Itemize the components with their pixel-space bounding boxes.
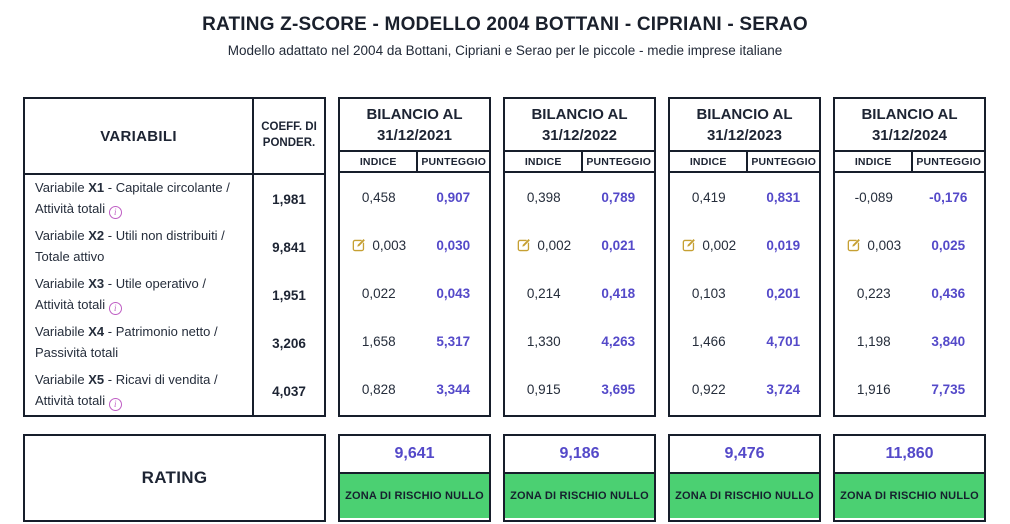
indice-header: INDICE	[835, 152, 914, 171]
year-header-2022: BILANCIO AL 31/12/2022	[505, 99, 654, 152]
variabili-header: VARIABILI	[100, 127, 177, 145]
coefficient-value: 1,951	[252, 271, 324, 319]
indice-cell: 0,828	[361, 381, 396, 397]
page-subtitle: Modello adattato nel 2004 da Bottani, Ci…	[227, 43, 783, 58]
punteggio-cell: 0,030	[436, 237, 471, 253]
table-row-x3: Variabile X3 - Utile operativo / Attivit…	[25, 271, 324, 319]
variable-label-x5: Variabile X5 - Ricavi di vendita / Attiv…	[35, 372, 218, 411]
edit-icon[interactable]	[681, 238, 696, 253]
risk-zone-badge: ZONA DI RISCHIO NULLO	[505, 474, 654, 518]
punteggio-cell: 0,831	[766, 189, 801, 205]
risk-zone-badge: ZONA DI RISCHIO NULLO	[340, 474, 489, 518]
indice-cell: 0,458	[361, 189, 396, 205]
punteggio-cell: 0,043	[436, 285, 471, 301]
rating-value: 11,860	[835, 436, 984, 474]
page-title: RATING Z-SCORE - MODELLO 2004 BOTTANI - …	[202, 14, 808, 35]
year-block-2021: BILANCIO AL 31/12/2021 INDICE PUNTEGGIO …	[338, 97, 491, 417]
info-icon[interactable]: i	[108, 301, 122, 315]
rating-box-2024: 11,860 ZONA DI RISCHIO NULLO	[833, 434, 986, 522]
variables-table: VARIABILI COEFF. DI PONDER. Variabile X1…	[23, 97, 986, 417]
edit-icon[interactable]	[516, 238, 531, 253]
variables-block: VARIABILI COEFF. DI PONDER. Variabile X1…	[23, 97, 326, 417]
indice-header: INDICE	[670, 152, 749, 171]
info-icon[interactable]: i	[108, 205, 122, 219]
rating-value: 9,186	[505, 436, 654, 474]
punteggio-cell: -0,176	[929, 189, 968, 205]
table-row-x4: Variabile X4 - Patrimonio netto / Passiv…	[25, 319, 324, 367]
table-row-x5: Variabile X5 - Ricavi di vendita / Attiv…	[25, 367, 324, 415]
info-icon[interactable]: i	[108, 397, 122, 411]
punteggio-cell: 3,695	[601, 381, 636, 397]
indice-cell: 1,916	[856, 381, 891, 397]
punteggio-cell: 0,021	[601, 237, 636, 253]
coeff-header: COEFF. DI PONDER.	[252, 99, 324, 173]
rating-value: 9,476	[670, 436, 819, 474]
indice-cell: 0,003	[835, 221, 912, 269]
punteggio-cell: 0,025	[931, 237, 966, 253]
rating-box-2023: 9,476 ZONA DI RISCHIO NULLO	[668, 434, 821, 522]
year-block-2023: BILANCIO AL 31/12/2023 INDICE PUNTEGGIO …	[668, 97, 821, 417]
punteggio-cell: 3,840	[931, 333, 966, 349]
rating-label: RATING	[23, 434, 326, 522]
indice-header: INDICE	[505, 152, 584, 171]
punteggio-header: PUNTEGGIO	[586, 155, 652, 168]
indice-cell: 1,466	[691, 333, 726, 349]
punteggio-cell: 3,724	[766, 381, 801, 397]
punteggio-header: PUNTEGGIO	[751, 155, 817, 168]
indice-cell: 0,223	[856, 285, 891, 301]
indice-cell: 0,022	[361, 285, 396, 301]
edit-icon[interactable]	[351, 238, 366, 253]
indice-cell: 0,419	[691, 189, 726, 205]
indice-cell: 0,214	[526, 285, 561, 301]
indice-cell: -0,089	[854, 189, 893, 205]
indice-cell: 1,330	[526, 333, 561, 349]
indice-cell: 0,398	[526, 189, 561, 205]
punteggio-cell: 0,789	[601, 189, 636, 205]
coefficient-value: 1,981	[252, 175, 324, 223]
risk-zone-badge: ZONA DI RISCHIO NULLO	[670, 474, 819, 518]
variable-label-x2: Variabile X2 - Utili non distribuiti / T…	[35, 228, 225, 264]
variable-label-x1: Variabile X1 - Capitale circolante / Att…	[35, 180, 230, 219]
indice-cell: 0,003	[340, 221, 417, 269]
indice-cell: 0,002	[505, 221, 582, 269]
indice-cell: 0,103	[691, 285, 726, 301]
rating-section: RATING 9,641 ZONA DI RISCHIO NULLO 9,186…	[23, 434, 986, 522]
rating-value: 9,641	[340, 436, 489, 474]
punteggio-cell: 0,907	[436, 189, 471, 205]
rating-box-2021: 9,641 ZONA DI RISCHIO NULLO	[338, 434, 491, 522]
punteggio-cell: 0,418	[601, 285, 636, 301]
indice-cell: 0,922	[691, 381, 726, 397]
coefficient-value: 9,841	[252, 223, 324, 271]
rating-box-2022: 9,186 ZONA DI RISCHIO NULLO	[503, 434, 656, 522]
edit-icon[interactable]	[846, 238, 861, 253]
punteggio-cell: 0,201	[766, 285, 801, 301]
punteggio-cell: 3,344	[436, 381, 471, 397]
punteggio-cell: 4,263	[601, 333, 636, 349]
year-header-2024: BILANCIO AL 31/12/2024	[835, 99, 984, 152]
indice-header: INDICE	[340, 152, 419, 171]
indice-cell: 1,658	[361, 333, 396, 349]
punteggio-header: PUNTEGGIO	[916, 155, 982, 168]
indice-cell: 1,198	[856, 333, 891, 349]
table-row-x2: Variabile X2 - Utili non distribuiti / T…	[25, 223, 324, 271]
risk-zone-badge: ZONA DI RISCHIO NULLO	[835, 474, 984, 518]
year-block-2024: BILANCIO AL 31/12/2024 INDICE PUNTEGGIO …	[833, 97, 986, 417]
variable-label-x4: Variabile X4 - Patrimonio netto / Passiv…	[35, 324, 218, 360]
table-row-x1: Variabile X1 - Capitale circolante / Att…	[25, 175, 324, 223]
year-block-2022: BILANCIO AL 31/12/2022 INDICE PUNTEGGIO …	[503, 97, 656, 417]
variables-header: VARIABILI COEFF. DI PONDER.	[25, 99, 324, 175]
punteggio-header: PUNTEGGIO	[421, 155, 487, 168]
punteggio-cell: 4,701	[766, 333, 801, 349]
coefficient-value: 4,037	[252, 367, 324, 415]
year-header-2023: BILANCIO AL 31/12/2023	[670, 99, 819, 152]
punteggio-cell: 0,436	[931, 285, 966, 301]
variable-label-x3: Variabile X3 - Utile operativo / Attivit…	[35, 276, 207, 315]
punteggio-cell: 5,317	[436, 333, 471, 349]
punteggio-cell: 0,019	[766, 237, 801, 253]
year-header-2021: BILANCIO AL 31/12/2021	[340, 99, 489, 152]
punteggio-cell: 7,735	[931, 381, 966, 397]
indice-cell: 0,002	[670, 221, 747, 269]
coefficient-value: 3,206	[252, 319, 324, 367]
indice-cell: 0,915	[526, 381, 561, 397]
